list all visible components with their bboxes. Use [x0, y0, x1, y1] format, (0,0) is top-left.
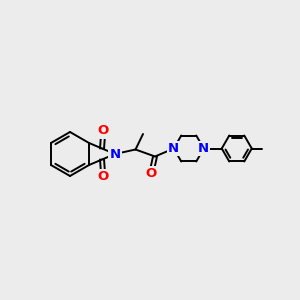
Text: O: O — [146, 167, 157, 180]
Text: N: N — [198, 142, 209, 155]
Text: O: O — [98, 124, 109, 137]
Text: N: N — [110, 148, 121, 160]
Text: N: N — [168, 142, 179, 155]
Text: O: O — [98, 170, 109, 184]
